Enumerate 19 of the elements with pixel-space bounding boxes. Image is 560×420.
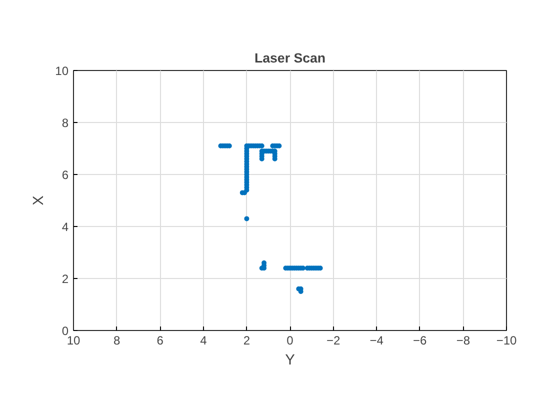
y-axis-title: X: [31, 195, 48, 206]
x-tick-label: −10: [496, 334, 518, 348]
x-tick-label: −4: [370, 334, 384, 348]
y-tick-label: 4: [62, 220, 69, 234]
x-axis-title: Y: [285, 352, 296, 368]
y-tick-label: 6: [62, 168, 69, 182]
y-tick-label: 2: [62, 272, 69, 286]
x-tick-label: −2: [326, 334, 340, 348]
x-tick-label: 8: [113, 334, 120, 348]
x-tick-label: 0: [286, 334, 294, 348]
y-tick-label: 8: [62, 116, 69, 130]
y-tick-label: 10: [55, 64, 69, 78]
x-tick-label: 4: [200, 334, 208, 348]
x-tick-label: −8: [456, 334, 470, 348]
x-tick-label: −6: [413, 334, 428, 348]
x-tick-label: 2: [243, 334, 250, 348]
x-tick-label: 6: [156, 334, 164, 348]
y-tick-label: 0: [62, 324, 69, 338]
chart-title: Laser Scan: [254, 50, 326, 66]
